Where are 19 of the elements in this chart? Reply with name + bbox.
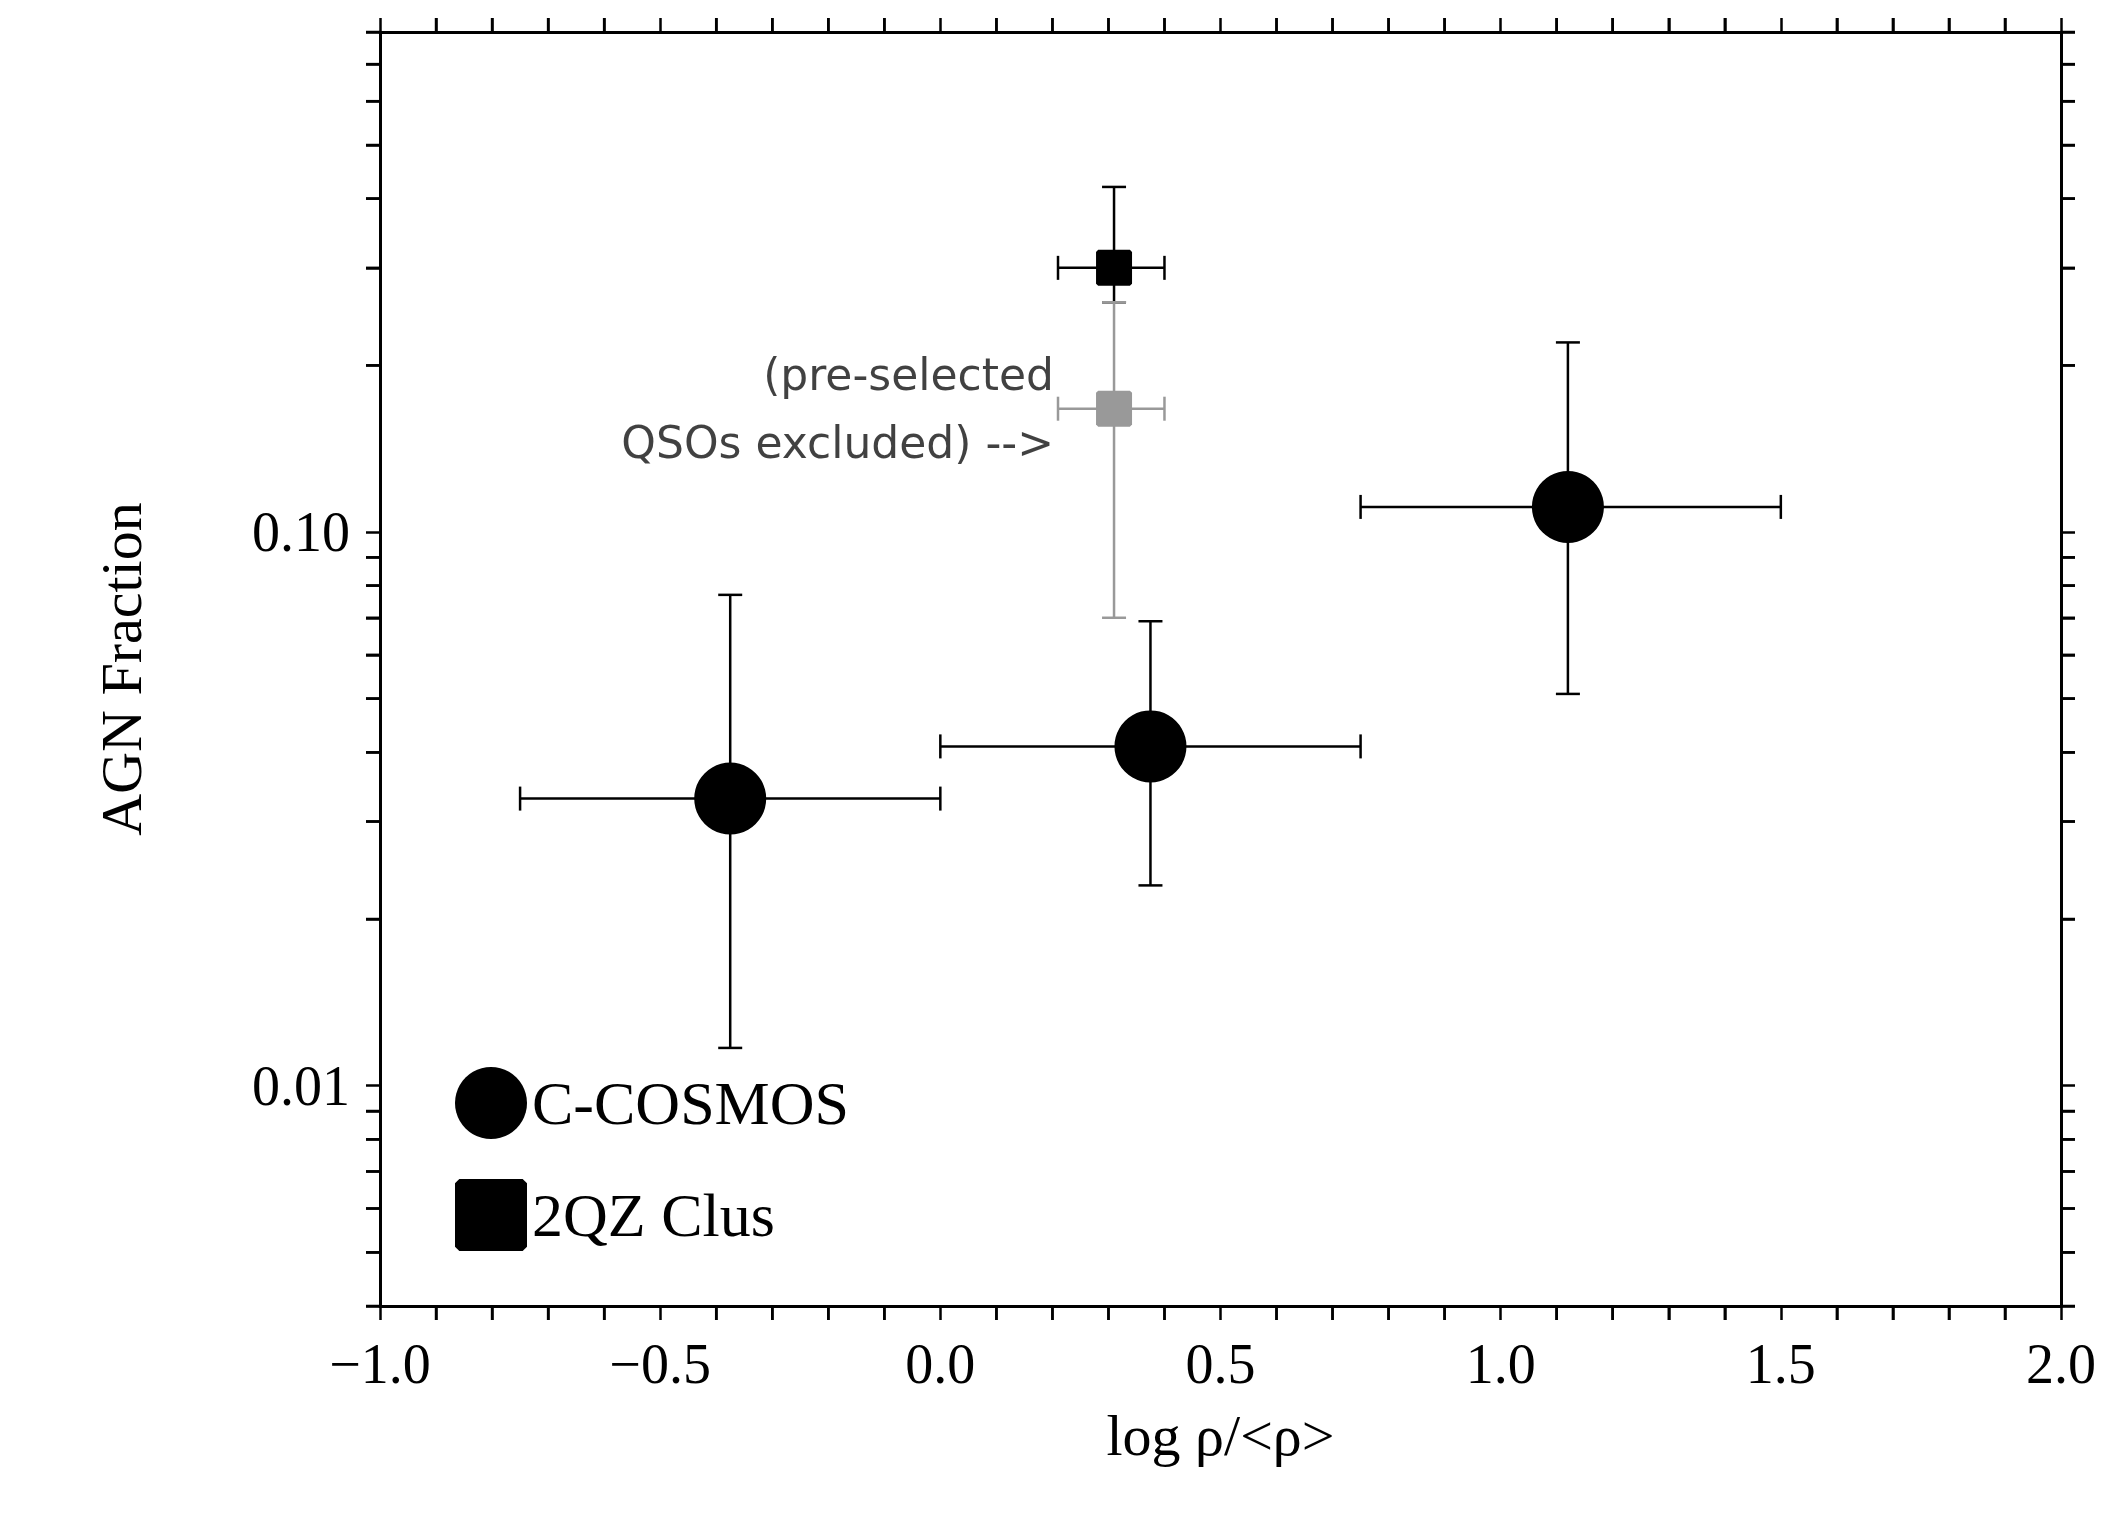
point xyxy=(1096,390,1133,427)
annotation: (pre-selected QSOs excluded) --> xyxy=(621,349,1055,469)
point xyxy=(1096,249,1133,286)
point xyxy=(1531,470,1604,543)
x-tick-label: 1.5 xyxy=(1745,1333,1816,1395)
x-tick-label: 2.0 xyxy=(2026,1333,2096,1395)
y-tick-label: 0.10 xyxy=(252,501,350,564)
point xyxy=(694,762,767,835)
legend-label: C-COSMOS xyxy=(532,1069,849,1137)
x-tick-label: 0.5 xyxy=(1185,1333,1256,1395)
x-tick-label: −0.5 xyxy=(609,1333,711,1395)
x-tick-label: 0.0 xyxy=(905,1333,976,1395)
x-tick-label: 1.0 xyxy=(1465,1333,1536,1395)
legend-label: 2QZ Clus xyxy=(532,1181,775,1249)
point xyxy=(1114,710,1187,783)
y-axis-title: AGN Fraction xyxy=(88,502,154,836)
x-tick-label: −1.0 xyxy=(329,1333,431,1395)
y-tick-label: 0.01 xyxy=(252,1054,350,1117)
x-axis-title: log ρ/<ρ> xyxy=(1106,1402,1335,1468)
